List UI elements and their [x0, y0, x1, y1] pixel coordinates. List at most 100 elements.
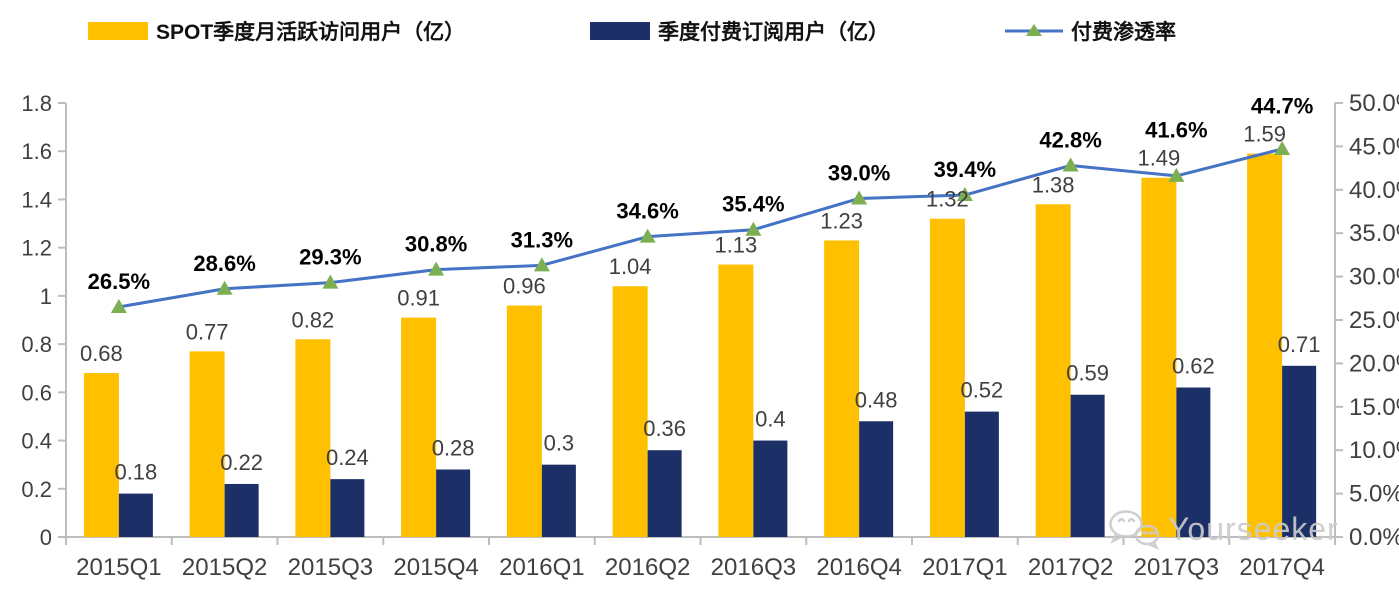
bar-subscribers-2015Q2 — [224, 483, 259, 537]
bar-subscribers-2017Q4 — [1282, 365, 1317, 537]
bar-label-mau-2015Q4: 0.91 — [397, 286, 440, 311]
x-axis-label-2015Q1: 2015Q1 — [76, 554, 161, 581]
bar-subscribers-2015Q1 — [118, 493, 153, 537]
bar-subscribers-2016Q4 — [859, 421, 894, 537]
penetration-label-2017Q3: 41.6% — [1145, 118, 1207, 143]
right-axis-tick-label: 0.0% — [1349, 524, 1399, 551]
bar-subscribers-2016Q2 — [647, 450, 682, 537]
bar-label-mau-2015Q1: 0.68 — [80, 341, 123, 366]
x-axis-label-2015Q4: 2015Q4 — [393, 554, 478, 581]
penetration-marker-2015Q1 — [110, 298, 127, 313]
penetration-label-2016Q1: 31.3% — [511, 227, 573, 252]
penetration-marker-2017Q2 — [1062, 157, 1079, 172]
bar-mau-2017Q1 — [929, 218, 965, 537]
legend-swatch-subscribers — [590, 22, 650, 40]
left-axis-tick-label: 0.6 — [21, 380, 52, 405]
penetration-label-2017Q2: 42.8% — [1039, 127, 1101, 152]
penetration-line — [118, 147, 1283, 309]
bar-label-subscribers-2015Q4: 0.28 — [432, 435, 475, 460]
penetration-label-2016Q2: 34.6% — [616, 199, 678, 224]
penetration-marker-2017Q4 — [1274, 141, 1291, 156]
bar-label-mau-2016Q1: 0.96 — [503, 274, 546, 299]
penetration-label-2015Q3: 29.3% — [299, 245, 361, 270]
left-axis-tick-label: 1 — [40, 284, 52, 309]
bar-label-mau-2016Q3: 1.13 — [714, 233, 757, 258]
right-axis-tick-label: 20.0% — [1349, 350, 1399, 377]
legend-label-subscribers: 季度付费订阅用户（亿） — [658, 21, 889, 44]
left-axis-tick-label: 1.2 — [21, 236, 52, 261]
penetration-marker-2016Q3 — [745, 221, 762, 236]
bar-mau-2015Q3 — [295, 339, 331, 537]
x-axis-label-2015Q2: 2015Q2 — [182, 554, 267, 581]
legend-item-mau: SPOT季度月活跃访问用户（亿） — [88, 14, 465, 48]
bar-label-subscribers-2017Q2: 0.59 — [1066, 361, 1109, 386]
bar-label-mau-2016Q4: 1.23 — [820, 208, 863, 233]
bar-label-mau-2015Q2: 0.77 — [186, 319, 229, 344]
bar-label-mau-2015Q3: 0.82 — [291, 307, 334, 332]
left-axis-tick-label: 0.8 — [21, 332, 52, 357]
x-axis-label-2016Q4: 2016Q4 — [816, 554, 901, 581]
left-axis-tick-label: 1.4 — [21, 187, 52, 212]
legend-line-marker-icon — [1005, 22, 1063, 40]
bar-mau-2015Q2 — [189, 351, 225, 537]
right-axis-tick-label: 15.0% — [1349, 394, 1399, 421]
bar-label-mau-2017Q2: 1.38 — [1032, 172, 1075, 197]
bar-mau-2015Q1 — [83, 373, 119, 537]
bar-subscribers-2017Q3 — [1176, 387, 1211, 537]
penetration-label-2016Q3: 35.4% — [722, 192, 784, 217]
right-axis-tick-label: 50.0% — [1349, 90, 1399, 117]
bar-label-subscribers-2016Q4: 0.48 — [855, 387, 898, 412]
penetration-marker-2015Q2 — [216, 280, 233, 295]
penetration-marker-2017Q1 — [956, 187, 973, 202]
bar-label-subscribers-2015Q1: 0.18 — [114, 460, 157, 485]
right-axis-tick-label: 30.0% — [1349, 264, 1399, 291]
bar-subscribers-2016Q3 — [753, 440, 788, 537]
legend-label-penetration: 付费渗透率 — [1071, 21, 1176, 44]
right-axis-tick-label: 40.0% — [1349, 177, 1399, 204]
penetration-label-2017Q1: 39.4% — [934, 157, 996, 182]
bar-label-subscribers-2017Q3: 0.62 — [1172, 354, 1215, 379]
left-axis-tick-label: 0 — [40, 525, 52, 550]
x-axis-label-2015Q3: 2015Q3 — [288, 554, 373, 581]
bar-label-subscribers-2016Q1: 0.3 — [544, 431, 575, 456]
penetration-label-2017Q4: 44.7% — [1251, 94, 1313, 119]
legend-item-penetration: 付费渗透率 — [1005, 14, 1176, 48]
bar-label-mau-2016Q2: 1.04 — [609, 254, 652, 279]
bar-mau-2017Q3 — [1141, 177, 1177, 537]
penetration-marker-2015Q3 — [322, 274, 339, 289]
left-axis-tick-label: 0.2 — [21, 477, 52, 502]
x-axis-label-2017Q2: 2017Q2 — [1028, 554, 1113, 581]
bar-label-subscribers-2015Q2: 0.22 — [220, 450, 263, 475]
penetration-marker-2016Q2 — [639, 228, 656, 243]
x-axis-label-2016Q3: 2016Q3 — [711, 554, 796, 581]
bar-subscribers-2017Q2 — [1070, 394, 1105, 537]
penetration-marker-2015Q4 — [428, 261, 445, 276]
bar-mau-2016Q2 — [612, 286, 648, 537]
x-axis-label-2016Q1: 2016Q1 — [499, 554, 584, 581]
legend-label-mau: SPOT季度月活跃访问用户（亿） — [156, 21, 466, 44]
penetration-label-2015Q1: 26.5% — [88, 269, 150, 294]
bar-label-subscribers-2017Q1: 0.52 — [960, 378, 1003, 403]
bar-mau-2017Q4 — [1247, 153, 1283, 537]
bar-label-subscribers-2016Q3: 0.4 — [755, 407, 786, 432]
left-axis-tick-label: 1.6 — [21, 139, 52, 164]
penetration-marker-2016Q1 — [533, 257, 550, 272]
penetration-label-2016Q4: 39.0% — [828, 160, 890, 185]
right-axis-tick-label: 35.0% — [1349, 220, 1399, 247]
x-axis-label-2016Q2: 2016Q2 — [605, 554, 690, 581]
x-axis-label-2017Q4: 2017Q4 — [1239, 554, 1324, 581]
bar-mau-2016Q1 — [506, 305, 542, 537]
penetration-marker-2016Q4 — [851, 190, 868, 205]
bar-subscribers-2016Q1 — [541, 464, 576, 537]
bar-mau-2015Q4 — [401, 317, 437, 537]
bar-label-subscribers-2017Q4: 0.71 — [1278, 332, 1321, 357]
bar-label-mau-2017Q3: 1.49 — [1137, 146, 1180, 171]
left-axis-tick-label: 1.8 — [21, 91, 52, 116]
left-axis-tick-label: 0.4 — [21, 429, 52, 454]
right-axis-tick-label: 10.0% — [1349, 437, 1399, 464]
bar-subscribers-2015Q3 — [330, 479, 365, 537]
x-axis-label-2017Q3: 2017Q3 — [1134, 554, 1219, 581]
penetration-label-2015Q2: 28.6% — [193, 251, 255, 276]
